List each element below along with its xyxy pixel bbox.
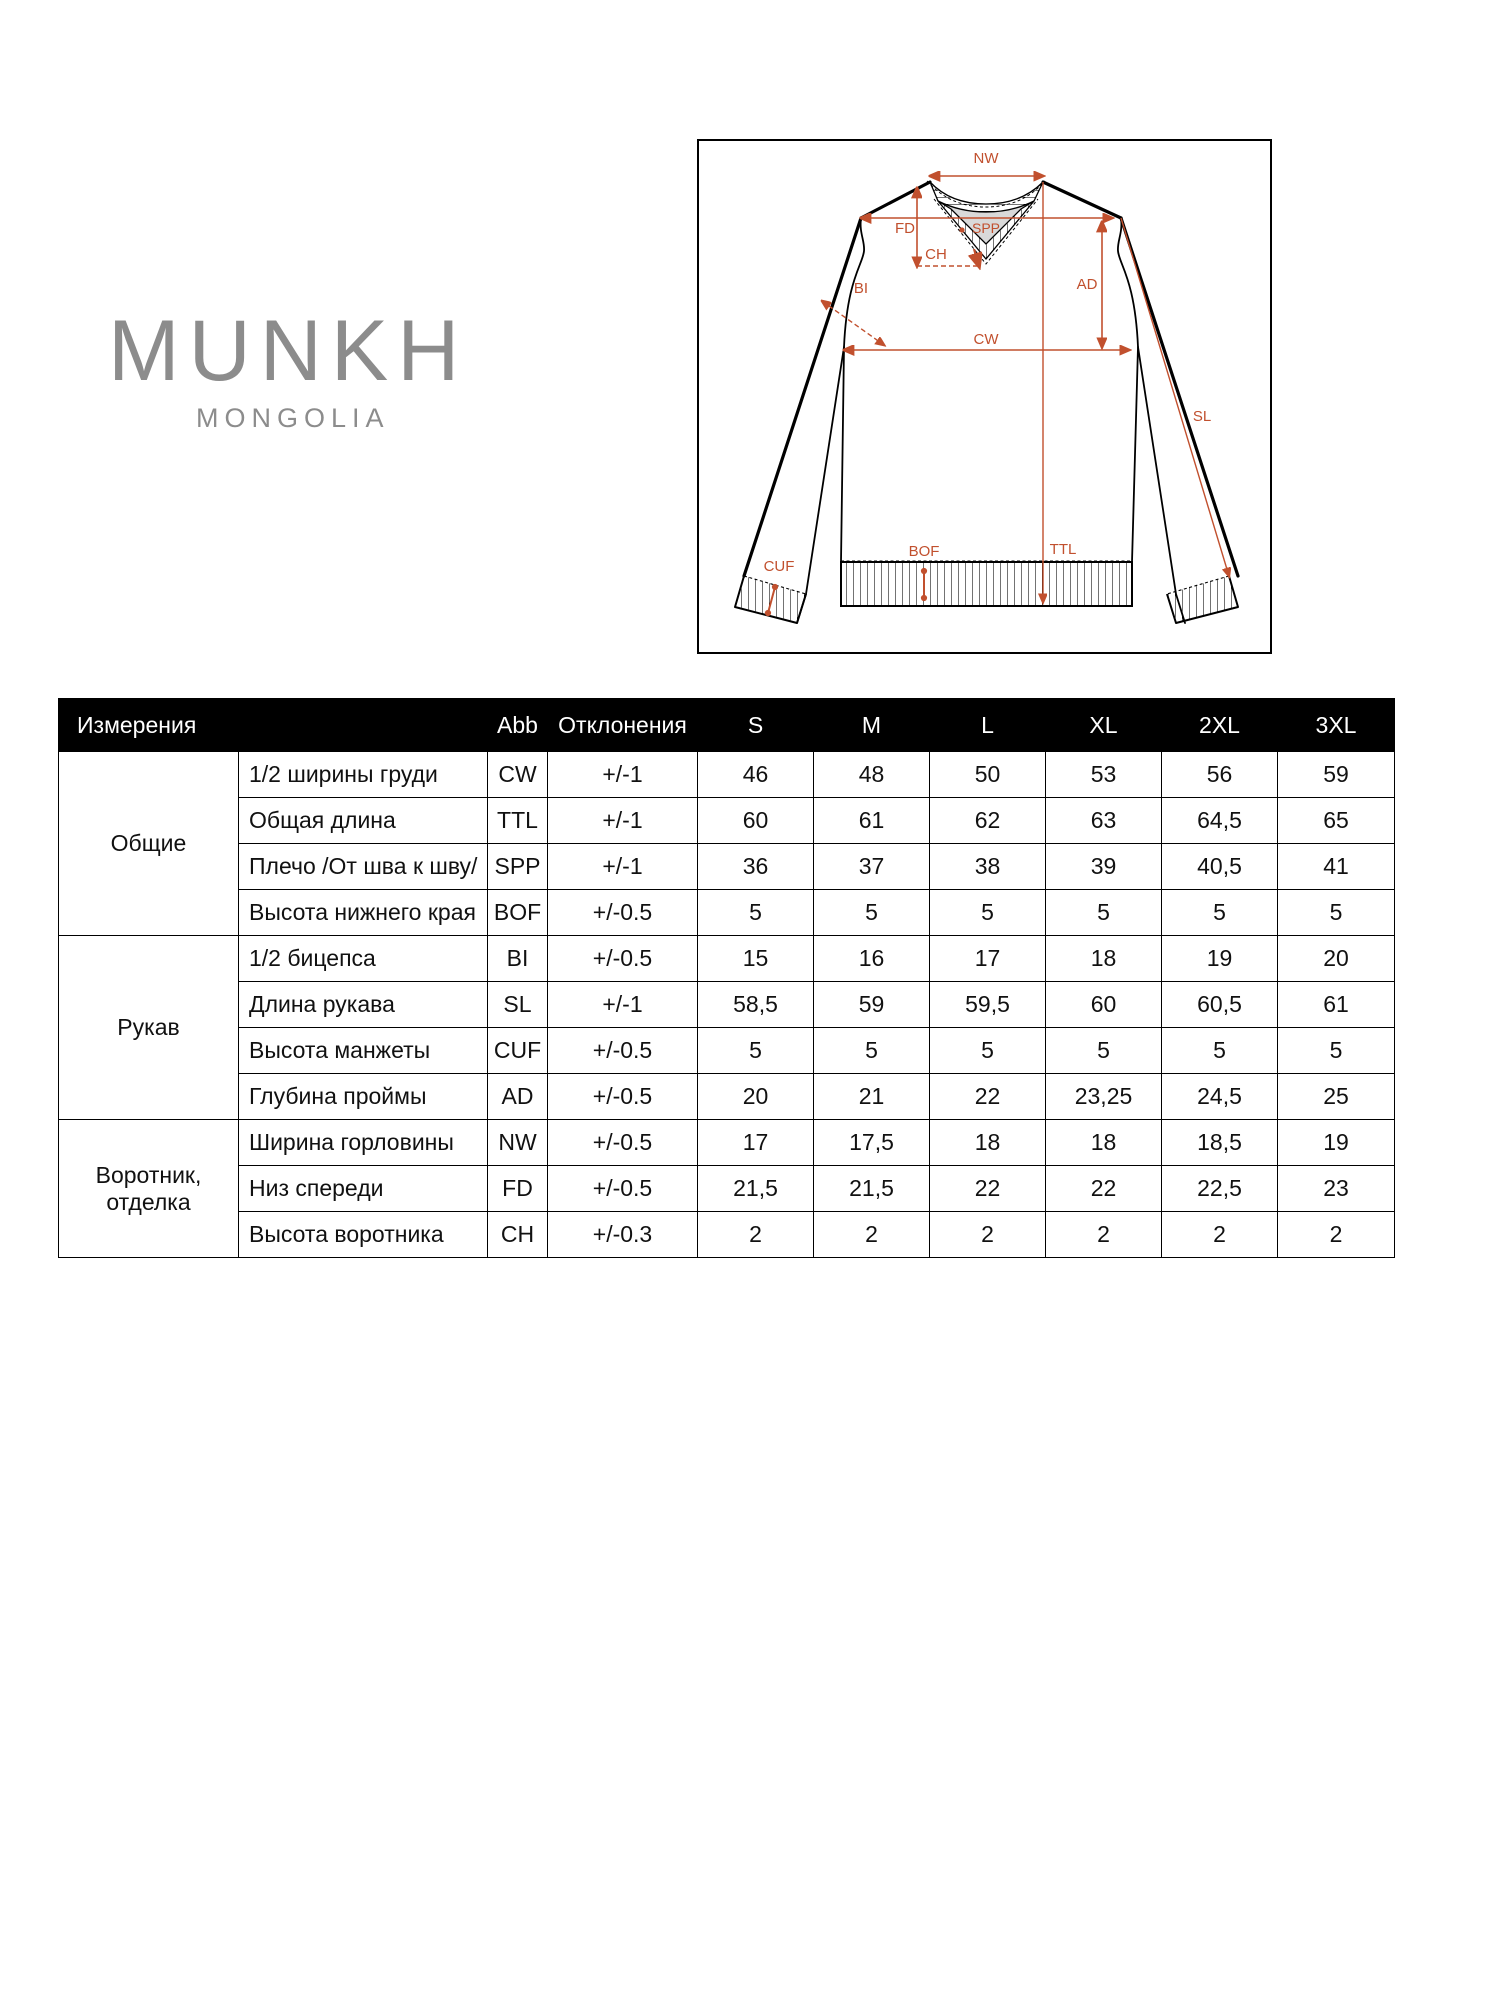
svg-text:CUF: CUF [764, 558, 795, 575]
svg-text:NW: NW [974, 150, 1000, 167]
svg-text:SL: SL [1193, 408, 1211, 425]
svg-text:CW: CW [974, 331, 1000, 348]
svg-text:TTL: TTL [1050, 541, 1077, 558]
svg-text:AD: AD [1077, 276, 1098, 293]
svg-text:BOF: BOF [909, 543, 940, 560]
svg-text:CH: CH [925, 246, 947, 263]
svg-text:FD: FD [895, 220, 915, 237]
svg-text:SPP: SPP [972, 220, 1000, 236]
svg-text:BI: BI [854, 280, 868, 297]
